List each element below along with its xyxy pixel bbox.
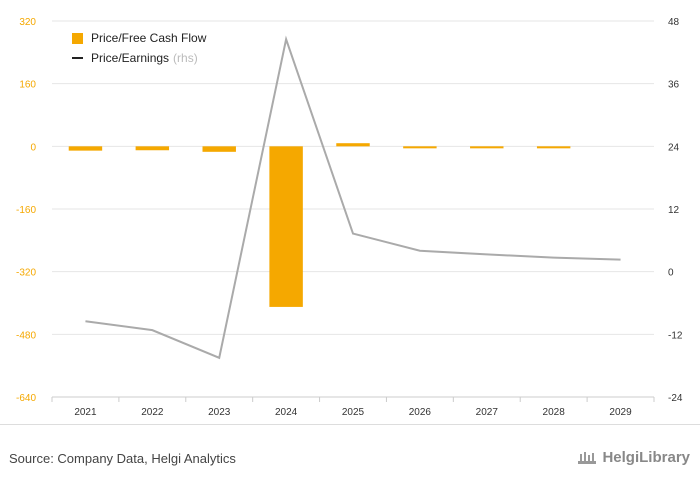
right-tick-label: 36	[668, 80, 680, 91]
left-tick-label: -320	[16, 268, 36, 279]
source-note: Source: Company Data, Helgi Analytics	[9, 451, 236, 466]
bar	[403, 146, 437, 149]
bar	[202, 146, 236, 152]
legend-line-suffix: (rhs)	[173, 51, 198, 65]
right-tick-label: 0	[668, 268, 674, 279]
x-tick-label: 2025	[342, 407, 365, 418]
bar	[135, 146, 170, 151]
left-tick-label: 0	[30, 142, 36, 153]
x-tick-label: 2029	[609, 407, 632, 418]
x-tick-label: 2027	[476, 407, 499, 418]
footer-divider	[0, 424, 700, 425]
chart: 320 160 0 -160 -320 -480 -640 48 36 24 12 0 -12 -24 20…	[16, 17, 683, 418]
bar	[536, 146, 571, 149]
legend-item-line: Price/Earnings (rhs)	[72, 48, 206, 68]
legend: Price/Free Cash Flow Price/Earnings (rhs…	[72, 28, 206, 68]
left-tick-label: 160	[19, 80, 36, 91]
line-series	[85, 35, 621, 360]
brand-logo: HelgiLibrary	[578, 449, 690, 466]
right-tick-label: 12	[668, 205, 680, 216]
legend-line-label: Price/Earnings	[91, 51, 170, 65]
left-tick-label: 320	[19, 17, 36, 28]
bar	[68, 146, 103, 151]
legend-bar-label: Price/Free Cash Flow	[91, 31, 207, 45]
axes: 320 160 0 -160 -320 -480 -640 48 36 24 12 0 -12 -24 20…	[16, 17, 683, 418]
bar	[470, 146, 504, 149]
brand-name: HelgiLibrary	[602, 449, 690, 466]
right-tick-label: 48	[668, 17, 680, 28]
bar-series	[68, 143, 571, 307]
left-tick-label: -160	[16, 205, 36, 216]
left-tick-label: -480	[16, 330, 36, 341]
line-swatch-icon	[72, 57, 83, 59]
x-tick-label: 2022	[141, 407, 164, 418]
right-tick-label: -12	[668, 330, 683, 341]
x-tick-label: 2028	[543, 407, 566, 418]
left-tick-label: -640	[16, 393, 36, 404]
library-icon	[578, 451, 597, 464]
gridlines	[52, 20, 654, 398]
x-tick-label: 2023	[208, 407, 231, 418]
x-tick-label: 2024	[275, 407, 298, 418]
line-path	[85, 35, 621, 360]
x-tick-label: 2026	[409, 407, 432, 418]
x-tick-label: 2021	[74, 407, 97, 418]
right-tick-label: 24	[668, 142, 680, 153]
bar	[269, 146, 303, 307]
right-tick-label: -24	[668, 393, 683, 404]
legend-item-bar: Price/Free Cash Flow	[72, 28, 206, 48]
bar-swatch-icon	[72, 32, 83, 44]
bar	[336, 143, 370, 147]
